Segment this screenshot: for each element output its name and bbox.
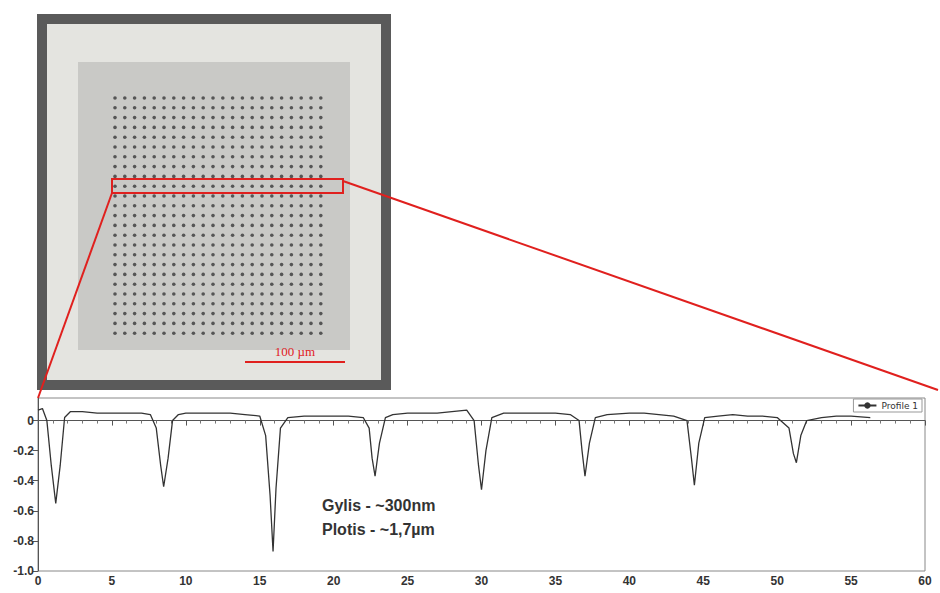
svg-text:0: 0: [27, 414, 34, 428]
svg-text:20: 20: [327, 574, 341, 588]
svg-text:60: 60: [918, 574, 932, 588]
svg-text:-0.2: -0.2: [13, 444, 34, 458]
svg-text:30: 30: [475, 574, 489, 588]
svg-text:25: 25: [401, 574, 415, 588]
svg-text:100 µm: 100 µm: [275, 344, 315, 359]
svg-text:Plotis - ~1,7µm: Plotis - ~1,7µm: [322, 521, 435, 538]
svg-text:35: 35: [549, 574, 563, 588]
svg-text:15: 15: [253, 574, 267, 588]
svg-text:-1.0: -1.0: [13, 564, 34, 578]
svg-text:5: 5: [109, 574, 116, 588]
svg-text:50: 50: [770, 574, 784, 588]
svg-text:0: 0: [35, 574, 42, 588]
svg-text:40: 40: [623, 574, 637, 588]
svg-text:10: 10: [179, 574, 193, 588]
svg-text:45: 45: [697, 574, 711, 588]
svg-text:55: 55: [844, 574, 858, 588]
svg-text:-0.4: -0.4: [13, 474, 34, 488]
svg-text:-0.8: -0.8: [13, 534, 34, 548]
svg-text:-0.6: -0.6: [13, 504, 34, 518]
svg-text:Gylis - ~300nm: Gylis - ~300nm: [322, 497, 435, 514]
svg-text:Profile 1: Profile 1: [881, 401, 918, 411]
